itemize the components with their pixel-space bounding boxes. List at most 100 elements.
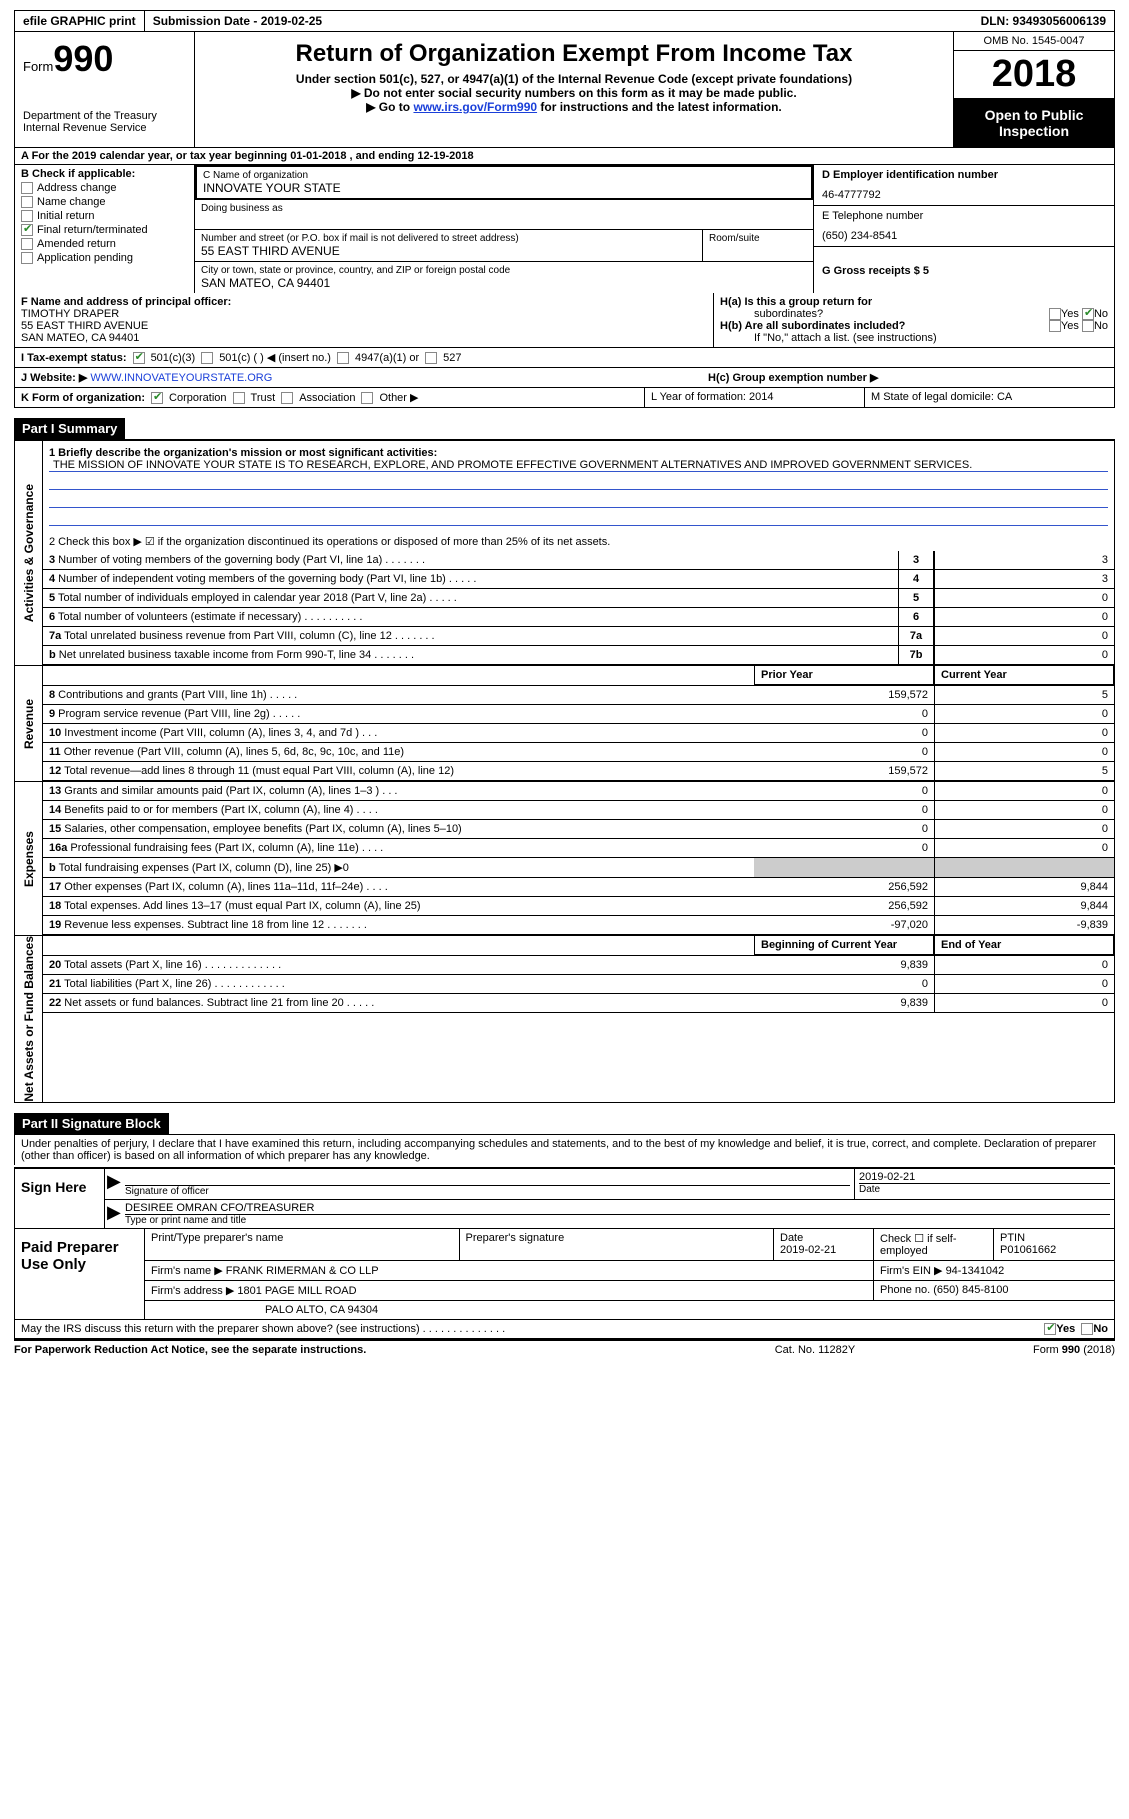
firm-ein-lbl: Firm's EIN ▶ xyxy=(880,1265,943,1277)
mission-block: 1 Briefly describe the organization's mi… xyxy=(43,441,1114,532)
header: Form990 Department of the Treasury Inter… xyxy=(14,32,1115,148)
c-city: SAN MATEO, CA 94401 xyxy=(201,276,807,290)
table-row: 17 Other expenses (Part IX, column (A), … xyxy=(43,878,1114,897)
part1-hdr: Part I Summary xyxy=(14,418,125,439)
cb-pending[interactable] xyxy=(21,252,33,264)
table-row: 8 Contributions and grants (Part VIII, l… xyxy=(43,686,1114,705)
irs-yes[interactable] xyxy=(1044,1323,1056,1335)
firm-addr-lbl: Firm's address ▶ xyxy=(151,1285,234,1297)
table-row: 22 Net assets or fund balances. Subtract… xyxy=(43,994,1114,1013)
i-501c[interactable] xyxy=(201,352,213,364)
table-row: 15 Salaries, other compensation, employe… xyxy=(43,820,1114,839)
lbl-amended: Amended return xyxy=(37,238,116,250)
cb-name[interactable] xyxy=(21,196,33,208)
f-lbl: F Name and address of principal officer: xyxy=(21,296,707,308)
lbl-address: Address change xyxy=(37,182,117,194)
website-link[interactable]: WWW.INNOVATEYOURSTATE.ORG xyxy=(90,372,272,384)
cb-initial[interactable] xyxy=(21,210,33,222)
d-ein-lbl: D Employer identification number xyxy=(822,169,1106,181)
hdr-end: End of Year xyxy=(934,936,1114,955)
prep-sig-lbl: Preparer's signature xyxy=(460,1229,775,1260)
summary-gov: Activities & Governance 1 Briefly descri… xyxy=(14,439,1115,666)
k-corp[interactable] xyxy=(151,392,163,404)
mission-text: THE MISSION OF INNOVATE YOUR STATE IS TO… xyxy=(49,459,1108,472)
lbl-name: Name change xyxy=(37,196,106,208)
ha2: subordinates? xyxy=(754,308,823,320)
q1: 1 Briefly describe the organization's mi… xyxy=(49,447,1108,459)
sign-here: Sign Here xyxy=(15,1169,105,1228)
table-row: 3 Number of voting members of the govern… xyxy=(43,551,1114,570)
cb-address[interactable] xyxy=(21,182,33,194)
d-gross: G Gross receipts $ 5 xyxy=(822,251,1106,277)
part2-hdr: Part II Signature Block xyxy=(14,1113,169,1134)
c-city-lbl: City or town, state or province, country… xyxy=(201,265,807,276)
i-4947[interactable] xyxy=(337,352,349,364)
c-street: 55 EAST THIRD AVENUE xyxy=(201,244,696,258)
table-row: 9 Program service revenue (Part VIII, li… xyxy=(43,705,1114,724)
col-h: H(a) Is this a group return for subordin… xyxy=(714,293,1114,347)
sig-officer-lbl: Signature of officer xyxy=(125,1185,850,1197)
k-trust[interactable] xyxy=(233,392,245,404)
efile-btn[interactable]: efile GRAPHIC print xyxy=(15,11,145,31)
footer: For Paperwork Reduction Act Notice, see … xyxy=(14,1339,1115,1359)
subtitle-3: ▶ Go to www.irs.gov/Form990 for instruct… xyxy=(203,100,945,114)
prep-check: Check ☐ if self-employed xyxy=(874,1229,994,1260)
j-lbl: J Website: ▶ xyxy=(21,372,87,384)
ptin: P01061662 xyxy=(1000,1244,1108,1256)
i-lbl: I Tax-exempt status: xyxy=(21,352,127,364)
col-f: F Name and address of principal officer:… xyxy=(15,293,714,347)
submission-date: Submission Date - 2019-02-25 xyxy=(145,11,330,31)
lbl-initial: Initial return xyxy=(37,210,94,222)
form-number: Form990 xyxy=(23,38,186,80)
cb-final[interactable] xyxy=(21,224,33,236)
hdr-prior: Prior Year xyxy=(754,666,934,685)
dln: DLN: 93493056006139 xyxy=(973,11,1114,31)
i-501c3[interactable] xyxy=(133,352,145,364)
ha-no[interactable] xyxy=(1082,308,1094,320)
table-row: b Net unrelated business taxable income … xyxy=(43,646,1114,665)
sig-date-lbl: Date xyxy=(859,1183,1110,1195)
d-tel: (650) 234-8541 xyxy=(822,222,1106,242)
vl-rev: Revenue xyxy=(22,699,36,749)
block-fh: F Name and address of principal officer:… xyxy=(14,293,1115,348)
i-527[interactable] xyxy=(425,352,437,364)
c-name: INNOVATE YOUR STATE xyxy=(203,181,805,195)
table-row: 19 Revenue less expenses. Subtract line … xyxy=(43,916,1114,935)
hb-lbl: H(b) Are all subordinates included? xyxy=(720,320,905,332)
d-tel-lbl: E Telephone number xyxy=(822,210,1106,222)
b-title: B Check if applicable: xyxy=(21,168,188,180)
hb2: If "No," attach a list. (see instruction… xyxy=(754,332,1108,344)
row-k: K Form of organization: Corporation Trus… xyxy=(14,388,1115,408)
firm-addr2: PALO ALTO, CA 94304 xyxy=(145,1301,1114,1319)
tax-year: 2018 xyxy=(954,51,1114,99)
ha-yes[interactable] xyxy=(1049,308,1061,320)
k-assoc[interactable] xyxy=(281,392,293,404)
section-a: A For the 2019 calendar year, or tax yea… xyxy=(14,148,1115,165)
col-b: B Check if applicable: Address change Na… xyxy=(15,165,195,293)
irs-no[interactable] xyxy=(1081,1323,1093,1335)
table-row: 12 Total revenue—add lines 8 through 11 … xyxy=(43,762,1114,781)
table-row: 16a Professional fundraising fees (Part … xyxy=(43,839,1114,858)
table-row: b Total fundraising expenses (Part IX, c… xyxy=(43,858,1114,878)
d-ein: 46-4777792 xyxy=(822,181,1106,201)
open-inspection: Open to Public Inspection xyxy=(954,99,1114,147)
title: Return of Organization Exempt From Incom… xyxy=(203,40,945,68)
summary-net: Net Assets or Fund Balances Beginning of… xyxy=(14,936,1115,1103)
prep-name-lbl: Print/Type preparer's name xyxy=(145,1229,460,1260)
cb-amended[interactable] xyxy=(21,238,33,250)
hb-no[interactable] xyxy=(1082,320,1094,332)
hdr-beg: Beginning of Current Year xyxy=(754,936,934,955)
paid-preparer: Paid Preparer Use Only xyxy=(15,1229,145,1319)
hb-yes[interactable] xyxy=(1049,320,1061,332)
ha-lbl: H(a) Is this a group return for xyxy=(720,296,872,308)
officer-name-lbl: Type or print name and title xyxy=(125,1214,1110,1226)
omb: OMB No. 1545-0047 xyxy=(954,32,1114,51)
firm-name: FRANK RIMERMAN & CO LLP xyxy=(226,1265,379,1277)
irs-link[interactable]: www.irs.gov/Form990 xyxy=(413,100,537,114)
irs-q: May the IRS discuss this return with the… xyxy=(21,1323,1044,1335)
firm-ein: 94-1341042 xyxy=(946,1265,1005,1277)
table-row: 10 Investment income (Part VIII, column … xyxy=(43,724,1114,743)
c-dba-lbl: Doing business as xyxy=(201,203,807,214)
k-other[interactable] xyxy=(361,392,373,404)
arrow-icon: ▶ xyxy=(105,1200,121,1228)
